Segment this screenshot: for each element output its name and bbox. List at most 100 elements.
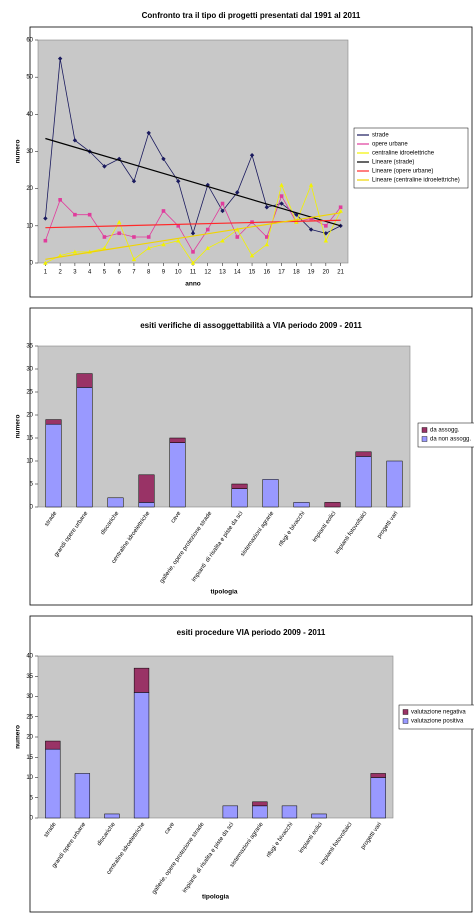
marker xyxy=(161,156,166,162)
marker xyxy=(43,216,48,221)
x-tick-label: 15 xyxy=(249,270,256,276)
y-tick-label: 25 xyxy=(26,714,33,720)
y-tick-label: 35 xyxy=(26,674,33,680)
marker xyxy=(324,224,328,228)
y-axis-label: numero xyxy=(15,415,22,439)
bar-segment xyxy=(133,667,150,693)
marker xyxy=(117,231,121,236)
x-tick-label: 14 xyxy=(234,270,241,276)
marker xyxy=(176,224,181,228)
y-tick-label: 15 xyxy=(26,436,33,442)
x-tick-label: 5 xyxy=(103,270,107,276)
chart-title: esiti procedure VIA periodo 2009 - 2011 xyxy=(177,628,326,637)
x-axis-label: anno xyxy=(185,281,201,288)
marker xyxy=(146,245,151,250)
legend-swatch xyxy=(421,436,428,442)
x-tick-label: 10 xyxy=(175,270,182,276)
bar-segment xyxy=(281,805,298,819)
x-tick-label: 21 xyxy=(337,270,344,276)
y-tick-label: 0 xyxy=(30,505,34,511)
y-tick-label: 0 xyxy=(30,816,34,822)
x-tick-label: 1 xyxy=(44,270,48,276)
marker xyxy=(132,235,136,239)
marker xyxy=(190,260,196,265)
x-tick-label: 2 xyxy=(58,270,62,276)
bar-segment xyxy=(252,801,268,807)
marker xyxy=(264,242,270,247)
bar-segment xyxy=(76,387,93,508)
marker xyxy=(58,198,62,202)
marker xyxy=(131,257,137,262)
x-tick-label: 4 xyxy=(88,270,92,276)
marker xyxy=(205,245,210,250)
marker xyxy=(116,219,122,224)
marker xyxy=(220,208,225,214)
y-tick-label: 25 xyxy=(26,390,33,396)
y-tick-label: 40 xyxy=(26,112,33,118)
x-tick-label: 16 xyxy=(263,270,270,276)
y-axis-label: numero xyxy=(15,140,22,164)
trend-line xyxy=(45,137,341,227)
legend-label: centraline idroelettriche xyxy=(372,151,435,157)
y-tick-label: 5 xyxy=(30,482,34,488)
bar-segment xyxy=(104,813,120,819)
y-tick-label: 0 xyxy=(30,261,34,267)
bar-segment xyxy=(222,805,238,819)
marker xyxy=(161,209,166,213)
y-tick-label: 20 xyxy=(26,735,33,741)
legend-label: valutazione negativa xyxy=(411,710,466,716)
y-tick-label: 30 xyxy=(26,367,33,373)
legend-label: opere urbane xyxy=(372,142,408,148)
bar-segment xyxy=(169,437,186,443)
marker xyxy=(43,260,48,265)
legend-swatch xyxy=(402,718,409,724)
plot-area xyxy=(37,345,411,508)
y-tick-label: 60 xyxy=(26,38,33,44)
marker xyxy=(102,245,107,250)
marker xyxy=(57,56,63,61)
marker xyxy=(279,182,284,187)
marker xyxy=(205,227,210,232)
marker xyxy=(176,179,181,184)
marker xyxy=(308,182,314,187)
marker xyxy=(323,231,329,236)
marker xyxy=(249,153,255,158)
x-tick-label: 6 xyxy=(118,270,122,276)
marker xyxy=(338,223,343,229)
bar-segment xyxy=(45,423,62,508)
x-tick-label: 11 xyxy=(190,270,197,276)
marker xyxy=(176,238,181,243)
marker xyxy=(191,250,195,254)
bar-segment xyxy=(355,451,372,457)
chart-title: Confronto tra il tipo di progetti presen… xyxy=(142,11,361,20)
legend-label: strade xyxy=(372,133,389,139)
trend-line xyxy=(45,219,341,229)
marker xyxy=(308,227,314,232)
marker xyxy=(87,212,92,217)
marker xyxy=(220,238,225,243)
marker xyxy=(235,235,240,239)
legend-box xyxy=(417,422,474,448)
legend-label: Lineare (centraline idroelettriche) xyxy=(372,178,460,184)
y-tick-label: 15 xyxy=(26,755,33,761)
bar-segment xyxy=(45,740,61,750)
x-axis-label: tipologia xyxy=(202,894,229,901)
legend-label: da assogg. xyxy=(430,428,460,434)
x-tick-label: 9 xyxy=(162,270,166,276)
marker xyxy=(249,253,255,258)
marker xyxy=(72,138,78,143)
y-tick-label: 35 xyxy=(26,344,33,350)
marker xyxy=(43,238,48,243)
y-axis-label: numero xyxy=(15,725,22,749)
bar-segment xyxy=(370,773,386,778)
y-tick-label: 10 xyxy=(26,223,33,229)
marker xyxy=(146,130,151,136)
marker xyxy=(338,205,343,210)
x-tick-label: 18 xyxy=(293,270,300,276)
marker xyxy=(161,242,166,247)
marker xyxy=(264,205,270,210)
marker xyxy=(235,190,240,195)
y-tick-label: 5 xyxy=(30,795,34,801)
bar-segment xyxy=(74,773,91,819)
